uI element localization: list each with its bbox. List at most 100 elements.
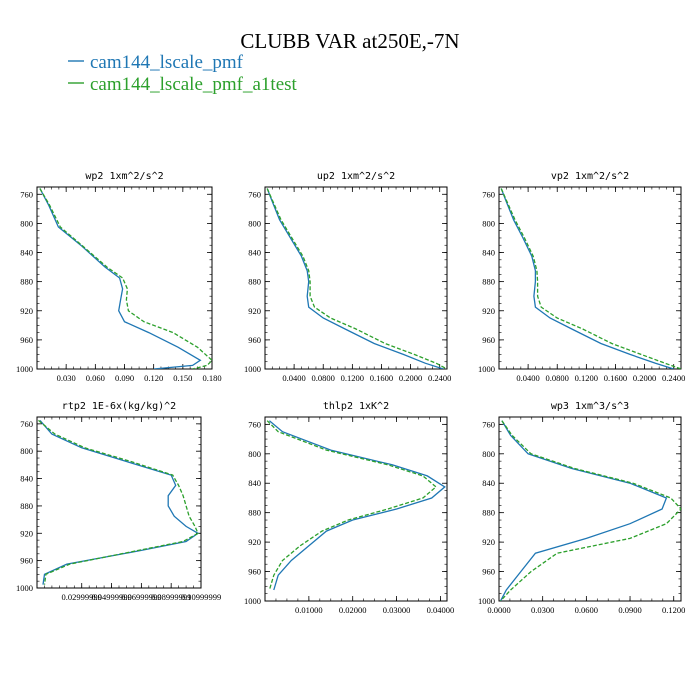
y-tick-label: 920: [482, 537, 495, 547]
x-tick-label: 0.120: [144, 373, 163, 383]
y-tick-label: 840: [20, 474, 33, 484]
y-tick-label: 920: [482, 306, 495, 316]
x-tick-label: 0.04000: [427, 605, 455, 615]
y-tick-label: 960: [482, 335, 495, 345]
x-tick-label: 0.02000: [339, 605, 367, 615]
y-tick-label: 800: [248, 218, 261, 228]
x-tick-label: 0.01000: [295, 605, 323, 615]
y-tick-label: 960: [20, 556, 33, 566]
x-tick-label: 0.2400: [662, 373, 685, 383]
panel-title: thlp2 1xK^2: [323, 401, 389, 412]
x-tick-label: 0.02999999: [62, 592, 102, 602]
y-tick-label: 1000: [16, 583, 33, 593]
y-tick-label: 1000: [478, 364, 495, 374]
x-tick-label: 0.060: [86, 373, 105, 383]
x-tick-label: 0.0400: [516, 373, 539, 383]
series-line-1: [39, 188, 202, 369]
x-tick-label: 0.180: [202, 373, 221, 383]
y-tick-label: 800: [20, 446, 33, 456]
y-tick-label: 840: [248, 248, 261, 258]
panels: wp2 1xm^2/s^2 760 800 840 880 920 960 1000 0.030…: [16, 171, 685, 615]
y-tick-label: 800: [20, 218, 33, 228]
y-tick-label: 800: [248, 449, 261, 459]
series-line-1: [266, 188, 444, 369]
panel-frame: [264, 186, 448, 370]
panel-title: up2 1xm^2/s^2: [317, 171, 395, 182]
series-line-1: [500, 188, 674, 369]
legend: cam144_lscale_pmf cam144_lscale_pmf_a1te…: [68, 52, 298, 95]
x-tick-label: 0.0400: [282, 373, 305, 383]
series-line-2: [500, 420, 681, 601]
series-line-1: [39, 419, 200, 585]
x-tick-label: 0.2000: [399, 373, 422, 383]
panel-4: rtp2 1E-6x(kg/kg)^2 760 800 840 880 920 960 100…: [16, 401, 221, 602]
x-tick-label: 0.1600: [604, 373, 627, 383]
y-tick-label: 760: [482, 189, 495, 199]
figure-title: CLUBB VAR at250E,-7N: [240, 29, 459, 53]
y-tick-label: 760: [20, 189, 33, 199]
x-tick-label: 0.030: [57, 373, 76, 383]
panel-frame: [36, 186, 213, 370]
y-tick-label: 840: [20, 248, 33, 258]
x-tick-label: 0.10999999: [181, 592, 221, 602]
x-tick-label: 0.2400: [428, 373, 451, 383]
panel-title: vp2 1xm^2/s^2: [551, 171, 629, 182]
y-tick-label: 920: [248, 537, 261, 547]
panel-frame: [498, 416, 682, 602]
panel-5: thlp2 1xK^2 760 800 840 880 920 960 1000 0.01000…: [244, 401, 454, 615]
series-line-2: [266, 188, 447, 369]
series-line-2: [38, 419, 199, 585]
series-line-2: [500, 188, 681, 369]
panel-title: rtp2 1E-6x(kg/kg)^2: [62, 401, 176, 412]
x-tick-label: 0.0800: [312, 373, 335, 383]
series-line-1: [499, 420, 668, 601]
x-tick-label: 0.090: [115, 373, 134, 383]
panel-title: wp2 1xm^2/s^2: [85, 171, 163, 182]
legend-label-1: cam144_lscale_pmf: [90, 52, 244, 73]
y-tick-label: 840: [248, 478, 261, 488]
y-tick-label: 960: [20, 335, 33, 345]
x-tick-label: 0.1600: [370, 373, 393, 383]
y-tick-label: 840: [482, 478, 495, 488]
panel-title: wp3 1xm^3/s^3: [551, 401, 629, 412]
panel-6: wp3 1xm^3/s^3 760 800 840 880 920 960 10000.000…: [478, 401, 685, 615]
y-tick-label: 760: [482, 419, 495, 429]
y-tick-label: 960: [482, 567, 495, 577]
series-line-2: [266, 420, 438, 591]
y-tick-label: 1000: [16, 364, 33, 374]
y-tick-label: 800: [482, 449, 495, 459]
y-tick-label: 800: [482, 218, 495, 228]
y-tick-label: 880: [248, 277, 261, 287]
y-tick-label: 880: [20, 501, 33, 511]
y-tick-label: 1000: [244, 596, 261, 606]
x-tick-label: 0.0600: [575, 605, 598, 615]
panel-frame: [36, 416, 202, 589]
x-tick-label: 0.1200: [575, 373, 598, 383]
y-tick-label: 920: [20, 528, 33, 538]
panel-2: up2 1xm^2/s^2 760 800 840 880 920 960 1000 0.040…: [244, 171, 451, 383]
x-tick-label: 0.08999999: [151, 592, 191, 602]
panel-1: wp2 1xm^2/s^2 760 800 840 880 920 960 1000 0.030…: [16, 171, 222, 383]
panel-frame: [264, 416, 448, 602]
x-tick-label: 0.0000: [487, 605, 510, 615]
x-tick-label: 0.0800: [546, 373, 569, 383]
x-tick-label: 0.1200: [662, 605, 685, 615]
y-tick-label: 920: [20, 306, 33, 316]
series-line-2: [39, 188, 212, 369]
y-tick-label: 1000: [478, 596, 495, 606]
y-tick-label: 840: [482, 248, 495, 258]
y-tick-label: 760: [248, 189, 261, 199]
y-tick-label: 880: [482, 508, 495, 518]
y-tick-label: 760: [20, 419, 33, 429]
series-line-1: [268, 420, 446, 591]
x-tick-label: 0.1200: [341, 373, 364, 383]
x-tick-label: 0.04999999: [91, 592, 131, 602]
y-tick-label: 1000: [244, 364, 261, 374]
x-tick-label: 0.150: [173, 373, 192, 383]
y-tick-label: 880: [482, 277, 495, 287]
panel-3: vp2 1xm^2/s^2 760 800 840 880 920 960 1000 0.040…: [478, 171, 685, 383]
x-tick-label: 0.0300: [531, 605, 554, 615]
legend-label-2: cam144_lscale_pmf_a1test: [90, 74, 298, 95]
panel-frame: [498, 186, 682, 370]
